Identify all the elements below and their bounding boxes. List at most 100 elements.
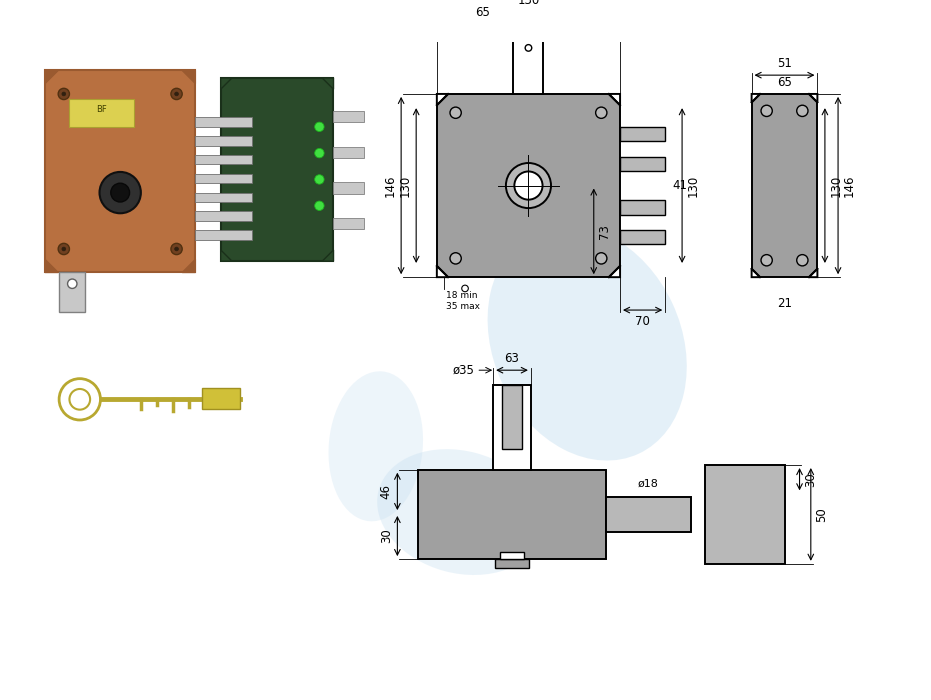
Bar bbox=[620, 230, 665, 244]
Circle shape bbox=[171, 88, 182, 99]
Bar bbox=[495, 559, 529, 568]
Circle shape bbox=[761, 105, 773, 116]
Bar bbox=[69, 99, 134, 127]
Bar bbox=[751, 94, 817, 277]
Bar bbox=[221, 78, 333, 261]
Bar bbox=[333, 218, 363, 229]
Polygon shape bbox=[751, 94, 760, 102]
Polygon shape bbox=[322, 250, 333, 261]
Text: 73: 73 bbox=[599, 224, 612, 239]
Polygon shape bbox=[609, 266, 620, 277]
Text: 51: 51 bbox=[777, 57, 792, 71]
Ellipse shape bbox=[488, 225, 687, 461]
Text: 130: 130 bbox=[687, 174, 700, 197]
Polygon shape bbox=[322, 78, 333, 89]
Polygon shape bbox=[609, 94, 620, 105]
Circle shape bbox=[175, 247, 179, 251]
Text: 30: 30 bbox=[804, 472, 817, 486]
Text: 70: 70 bbox=[635, 315, 650, 328]
Text: 41: 41 bbox=[673, 179, 688, 192]
Bar bbox=[620, 157, 665, 171]
Circle shape bbox=[797, 255, 808, 266]
Polygon shape bbox=[182, 259, 196, 272]
Circle shape bbox=[462, 285, 468, 292]
Bar bbox=[196, 174, 251, 183]
Bar bbox=[705, 465, 785, 564]
Circle shape bbox=[175, 92, 179, 96]
Circle shape bbox=[315, 175, 324, 184]
Bar bbox=[620, 200, 665, 215]
Circle shape bbox=[596, 107, 607, 118]
Bar bbox=[502, 385, 522, 449]
Polygon shape bbox=[182, 71, 196, 83]
Text: 146: 146 bbox=[843, 174, 856, 197]
Polygon shape bbox=[221, 250, 232, 261]
Bar bbox=[620, 127, 665, 141]
Text: ø35: ø35 bbox=[452, 364, 474, 377]
Text: 30: 30 bbox=[380, 528, 393, 543]
Bar bbox=[196, 193, 251, 202]
Text: 146: 146 bbox=[384, 174, 397, 197]
Bar bbox=[513, 28, 544, 94]
Bar bbox=[45, 71, 196, 272]
Circle shape bbox=[59, 379, 101, 420]
Bar bbox=[333, 182, 363, 193]
Bar bbox=[196, 211, 251, 220]
Ellipse shape bbox=[377, 449, 544, 575]
Circle shape bbox=[506, 163, 551, 208]
Circle shape bbox=[100, 172, 141, 214]
Polygon shape bbox=[809, 94, 817, 102]
Circle shape bbox=[62, 247, 66, 251]
Circle shape bbox=[315, 201, 324, 211]
Circle shape bbox=[70, 389, 90, 410]
Bar bbox=[333, 146, 363, 158]
Bar bbox=[606, 496, 691, 532]
Circle shape bbox=[111, 183, 129, 202]
Text: 46: 46 bbox=[380, 484, 393, 499]
Circle shape bbox=[62, 92, 66, 96]
Circle shape bbox=[171, 244, 182, 255]
Polygon shape bbox=[809, 269, 817, 277]
Circle shape bbox=[596, 253, 607, 264]
Text: 130: 130 bbox=[830, 174, 843, 197]
Polygon shape bbox=[751, 269, 760, 277]
Circle shape bbox=[525, 45, 532, 51]
Bar bbox=[196, 136, 251, 146]
Text: 65: 65 bbox=[777, 76, 792, 89]
Polygon shape bbox=[437, 266, 448, 277]
Circle shape bbox=[797, 105, 808, 116]
Bar bbox=[59, 272, 86, 312]
Text: 50: 50 bbox=[816, 507, 829, 522]
Circle shape bbox=[450, 253, 461, 264]
Bar bbox=[493, 385, 531, 470]
Circle shape bbox=[315, 148, 324, 158]
Polygon shape bbox=[45, 259, 58, 272]
Polygon shape bbox=[45, 71, 58, 83]
Text: 21: 21 bbox=[777, 297, 792, 310]
Ellipse shape bbox=[451, 174, 563, 249]
Circle shape bbox=[68, 279, 77, 288]
Circle shape bbox=[761, 255, 773, 266]
Circle shape bbox=[514, 172, 543, 200]
Text: 65: 65 bbox=[475, 6, 490, 19]
Bar bbox=[196, 118, 251, 127]
Bar bbox=[202, 388, 239, 409]
Bar bbox=[196, 230, 251, 239]
Bar bbox=[196, 155, 251, 164]
Circle shape bbox=[58, 88, 70, 99]
Text: 130: 130 bbox=[398, 174, 412, 197]
Circle shape bbox=[315, 122, 324, 132]
Bar bbox=[333, 111, 363, 122]
Text: BF: BF bbox=[96, 106, 107, 114]
Text: 63: 63 bbox=[505, 353, 519, 365]
Bar bbox=[500, 552, 524, 559]
Text: ø18: ø18 bbox=[638, 478, 659, 489]
Text: 18 min
35 max: 18 min 35 max bbox=[446, 291, 480, 311]
Bar bbox=[418, 470, 606, 559]
Circle shape bbox=[450, 107, 461, 118]
Bar bbox=[437, 94, 620, 277]
Ellipse shape bbox=[329, 371, 423, 522]
Polygon shape bbox=[437, 94, 448, 105]
Circle shape bbox=[58, 244, 70, 255]
Polygon shape bbox=[221, 78, 232, 89]
